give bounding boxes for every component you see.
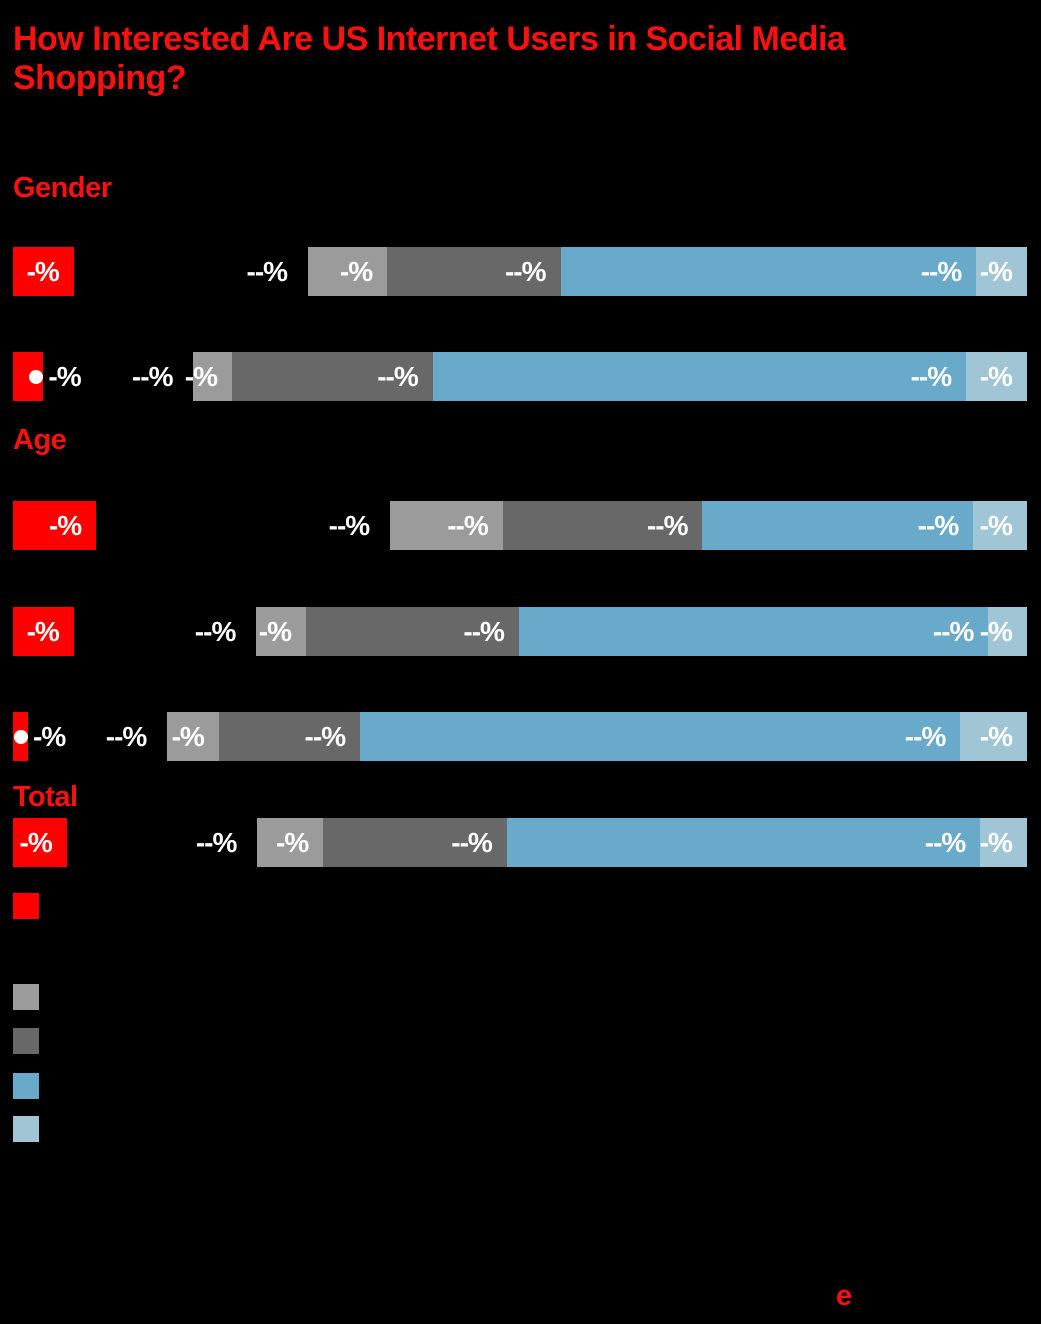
segment-value-label: -% [979,720,1013,752]
bar-segment-light-gray: -% [308,247,388,296]
segment-value-label: --% [447,509,489,541]
chart-title: How Interested Are US Internet Users in … [13,20,1033,98]
bar-segment-dark-gray: --% [323,818,507,867]
segment-value-label: --% [917,509,960,541]
bar-segment-masked: --% [96,501,390,550]
legend-swatch-steel-blue [13,1073,39,1099]
bar-segment-masked: --% [67,818,258,867]
chart-title-line2: Shopping? [13,59,187,97]
segment-value-label: --% [246,255,289,287]
bar-segment-light-blue: -% [980,607,1027,656]
segment-value-label: -% [48,509,82,541]
segment-value-label: -% [979,509,1013,541]
bar-row-age-1: -% --% --% --% --% -% [13,501,1027,550]
bar-segment-light-blue: -% [980,818,1027,867]
segment-value-label: -% [48,360,81,392]
bar-segment-red: -% [13,607,74,656]
bar-segment-steel-blue: --% [506,818,981,867]
legend-swatch-red [13,893,39,919]
section-label-total: Total [13,781,78,813]
bar-segment-light-blue: -% [960,712,1027,761]
chart-title-line1: How Interested Are US Internet Users in … [13,20,846,58]
segment-value-label: -% [26,615,60,647]
bar-segment-steel-blue: --% [518,607,989,656]
segment-value-label: -% [979,255,1013,287]
bar-segment-dark-gray: --% [232,352,433,401]
bar-segment-steel-blue: --% [560,247,977,296]
bar-segment-light-blue: -% [973,501,1027,550]
section-label-gender: Gender [13,172,112,204]
segment-value-label: -% [19,826,53,858]
bar-segment-light-blue: -% [966,352,1027,401]
bar-segment-dark-gray: --% [502,501,703,550]
bar-segment-dark-gray: --% [306,607,519,656]
bar-segment-masked: --% [74,247,308,296]
legend-swatch-light-blue [13,1116,39,1142]
bar-segment-red: -% [13,818,67,867]
segment-value-label: -% [258,615,292,647]
bar-segment-steel-blue: --% [432,352,967,401]
segment-value-label: --% [377,360,419,392]
segment-value-label: --% [131,360,174,392]
segment-value-label: -% [276,826,309,858]
bar-row-gender-1: -% --% -% --% --% -% [13,247,1027,296]
segment-value-label: --% [194,615,237,647]
segment-value-label: -% [979,826,1013,858]
bar-row-gender-2: -% --% -% --% --% -% [13,352,1027,401]
bar-segment-light-gray: -% [256,607,307,656]
callout-dot [29,369,44,384]
bar-segment-red: -% [13,501,97,550]
segment-value-label: --% [920,255,963,287]
bar-segment-red: -% [13,712,66,761]
bar-segment-steel-blue: --% [702,501,974,550]
segment-value-label: --% [910,360,953,392]
bar-segment-light-gray: --% [390,501,503,550]
segment-value-label: --% [463,615,505,647]
segment-value-label: -% [33,720,66,752]
segment-value-label: -% [171,720,205,752]
segment-value-label: -% [979,615,1013,647]
segment-value-label: --% [904,720,947,752]
bar-segment-light-gray: -% [167,712,219,761]
segment-value-label: -% [979,360,1013,392]
bar-segment-dark-gray: --% [387,247,561,296]
segment-value-label: -% [339,255,373,287]
bar-segment-masked: --% [28,712,167,761]
legend-swatch-dark-gray [13,1028,39,1054]
emarketer-logo-e: e [836,1280,853,1312]
bar-segment-dark-gray: --% [218,712,361,761]
callout-dot [14,729,28,744]
legend-swatch-light-gray [13,984,39,1010]
segment-value-label: -% [184,360,218,392]
bar-segment-steel-blue: --% [360,712,961,761]
bar-segment-masked: --% [43,352,193,401]
segment-value-label: -% [26,255,60,287]
segment-value-label: --% [105,720,148,752]
segment-value-label: --% [646,509,689,541]
segment-value-label: --% [195,826,238,858]
bar-row-age-3: -% --% -% --% --% -% [13,712,1027,761]
bar-segment-light-gray: -% [257,818,324,867]
bar-segment-red: -% [13,247,74,296]
bar-segment-red: -% [13,352,82,401]
bar-row-total: -% --% -% --% --% -% [13,818,1027,867]
bar-row-age-2: -% --% -% --% --% -% [13,607,1027,656]
segment-value-label: --% [504,255,547,287]
segment-value-label: --% [924,826,967,858]
bar-segment-light-gray: -% [185,352,232,401]
bar-segment-light-blue: -% [976,247,1027,296]
segment-value-label: --% [451,826,493,858]
segment-value-label: --% [932,615,975,647]
segment-value-label: --% [328,509,371,541]
segment-value-label: --% [304,720,347,752]
section-label-age: Age [13,424,67,456]
bar-segment-masked: --% [74,607,257,656]
